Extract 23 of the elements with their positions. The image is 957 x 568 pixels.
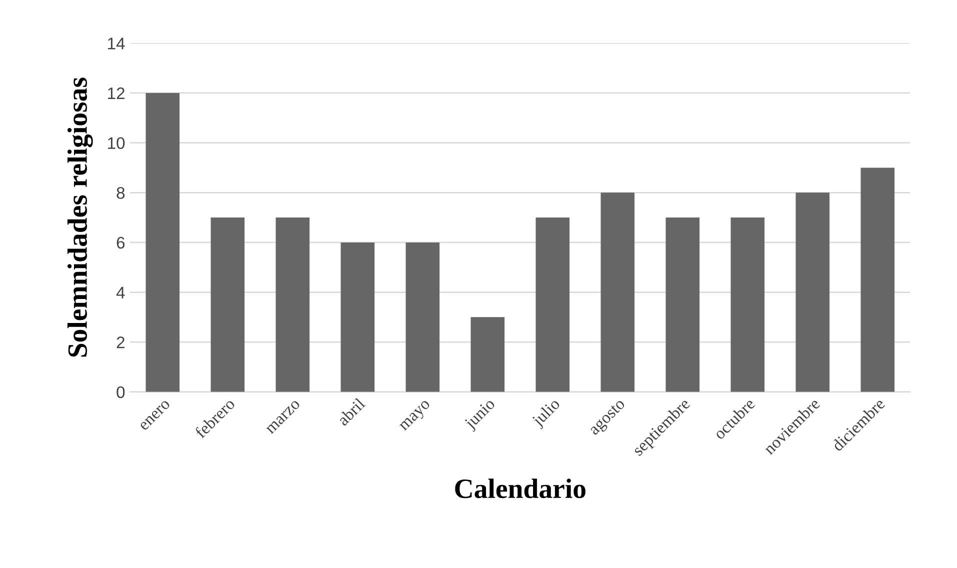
bar — [406, 242, 440, 392]
bar — [860, 168, 895, 392]
y-tick-label: 6 — [116, 236, 125, 249]
y-tick-label: 10 — [108, 137, 125, 150]
y-tick-label: 4 — [116, 286, 125, 298]
bar — [276, 218, 310, 392]
x-axis-title: Calendario — [455, 478, 586, 498]
bar — [730, 218, 765, 392]
bar — [536, 218, 570, 392]
bar — [340, 242, 375, 392]
bar — [470, 317, 505, 392]
y-tick-label: 14 — [108, 38, 125, 50]
x-tick-label: abril — [336, 397, 366, 426]
y-tick-label: 12 — [108, 87, 124, 100]
y-tick-label: 0 — [116, 386, 125, 398]
bar — [210, 218, 245, 392]
bar — [796, 192, 830, 392]
y-axis-title: Solemnidades religiosas — [67, 78, 93, 357]
y-tick-label: 2 — [116, 336, 124, 348]
y-tick-label: 8 — [116, 187, 125, 199]
bar — [146, 92, 180, 392]
bar — [666, 218, 700, 392]
bar — [600, 192, 635, 392]
